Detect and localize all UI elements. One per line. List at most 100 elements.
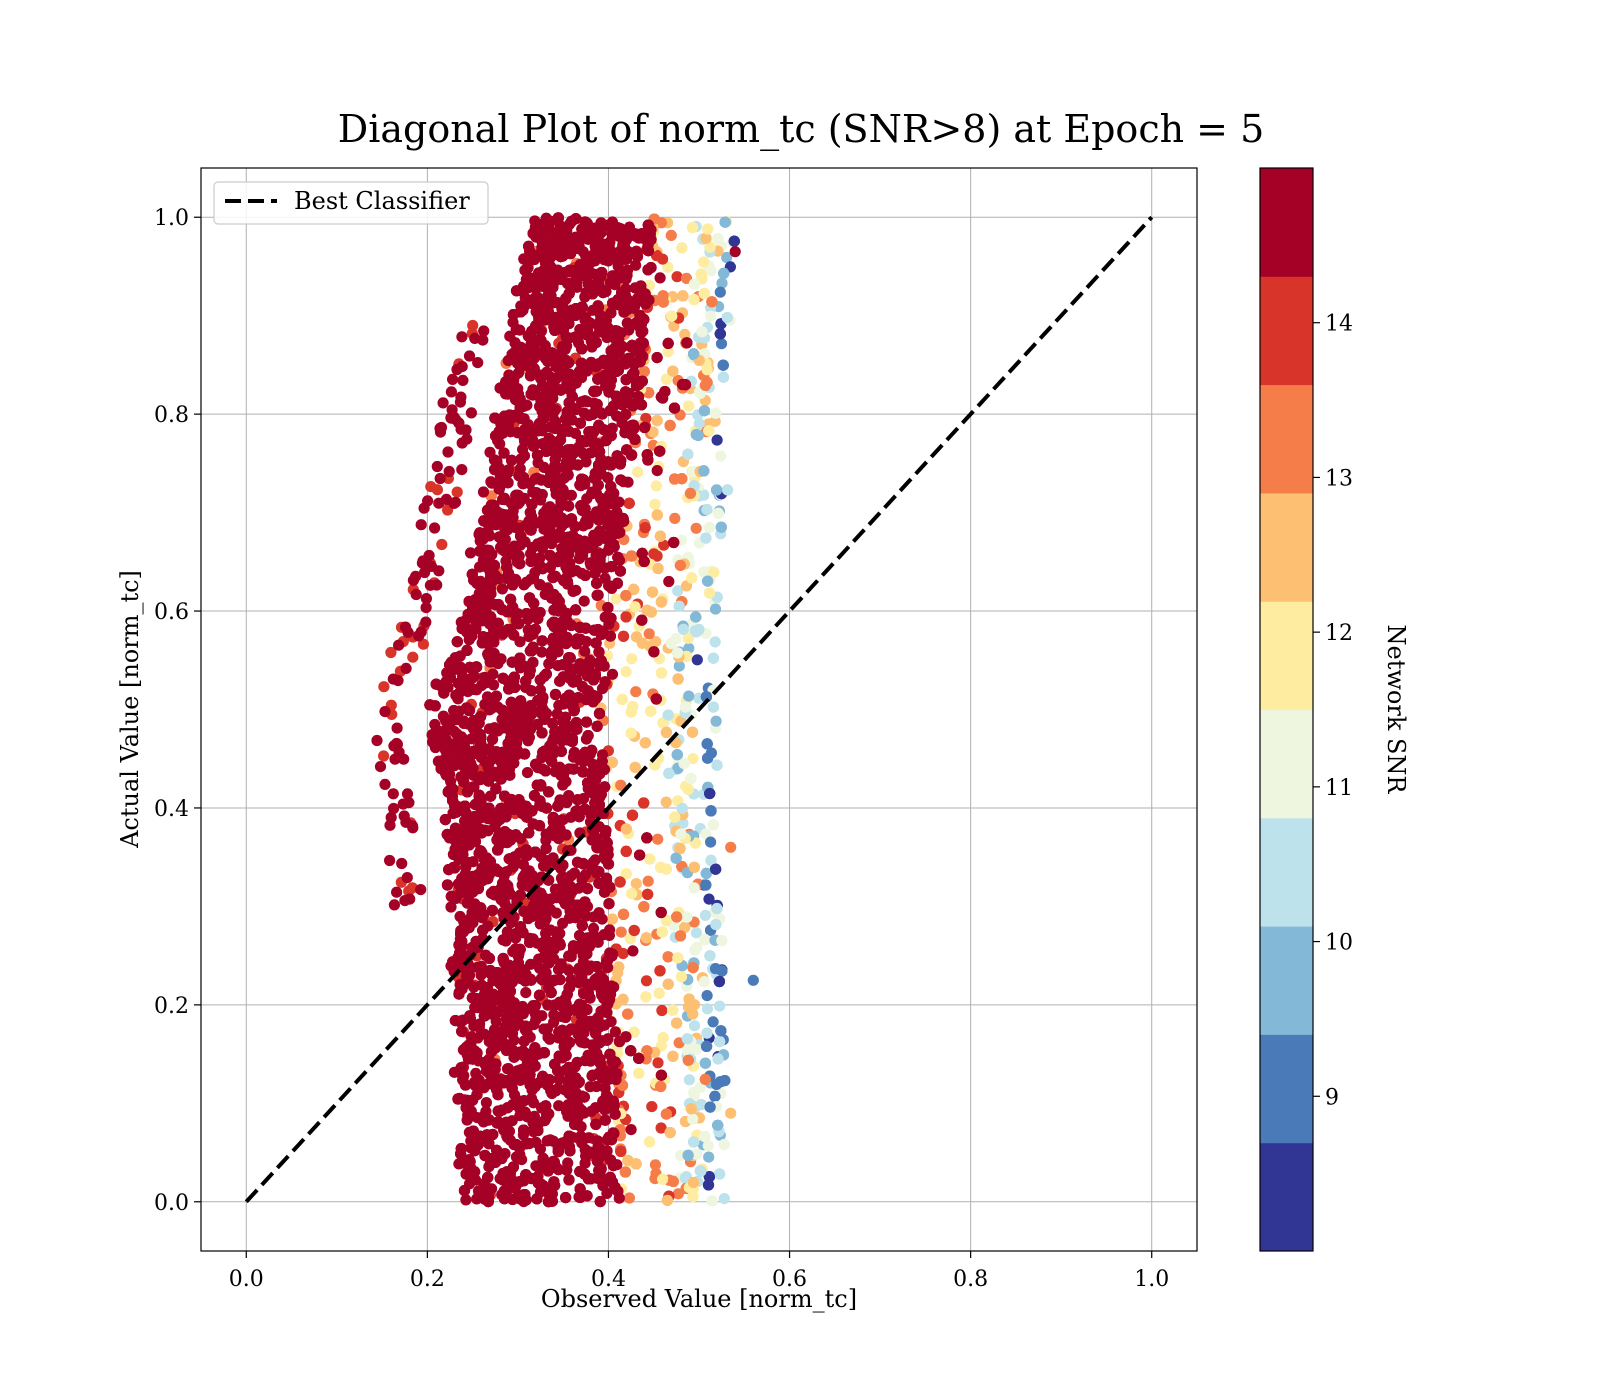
scatter-point xyxy=(687,1177,700,1189)
scatter-point xyxy=(647,426,659,438)
scatter-point xyxy=(669,811,681,823)
scatter-point xyxy=(661,1194,674,1206)
scatter-point xyxy=(464,547,477,559)
scatter-point xyxy=(652,833,664,845)
scatter-point xyxy=(651,465,663,477)
scatter-point xyxy=(677,817,689,829)
scatter-point xyxy=(628,583,640,596)
scatter-point xyxy=(651,509,663,521)
scatter-point xyxy=(451,486,463,498)
scatter-point xyxy=(407,651,419,663)
scatter-point xyxy=(660,373,673,385)
scatter-point xyxy=(645,606,657,618)
scatter-point xyxy=(523,631,535,643)
scatter-point xyxy=(385,646,397,659)
scatter-point xyxy=(662,978,674,990)
scatter-point xyxy=(662,346,674,358)
scatter-point xyxy=(698,405,711,417)
scatter-point xyxy=(699,933,711,946)
scatter-point xyxy=(610,593,622,605)
scatter-point xyxy=(687,962,699,974)
scatter-point xyxy=(690,927,703,939)
scatter-point xyxy=(636,637,649,649)
scatter-point xyxy=(672,1188,684,1200)
scatter-point xyxy=(436,538,448,551)
scatter-point xyxy=(487,668,499,680)
scatter-point xyxy=(673,660,685,672)
scatter-point xyxy=(676,242,688,254)
scatter-point xyxy=(645,705,657,717)
scatter-point xyxy=(714,1036,726,1048)
scatter-point xyxy=(682,448,694,460)
scatter-point xyxy=(688,294,700,306)
scatter-point xyxy=(657,1032,669,1044)
scatter-point xyxy=(662,261,674,273)
scatter-point xyxy=(664,1127,676,1139)
scatter-point xyxy=(682,1045,694,1057)
scatter-point xyxy=(709,636,721,648)
scatter-point xyxy=(521,767,534,779)
scatter-point xyxy=(654,272,666,284)
scatter-point xyxy=(656,926,668,938)
scatter-point xyxy=(714,328,726,340)
scatter-point xyxy=(725,841,737,853)
scatter-point xyxy=(609,1026,622,1038)
scatter-point xyxy=(702,1140,714,1152)
scatter-point xyxy=(690,1043,702,1055)
chart-title: Diagonal Plot of norm_tc (SNR>8) at Epoc… xyxy=(338,107,1265,152)
scatter-point xyxy=(701,1040,713,1052)
scatter-point xyxy=(580,636,593,648)
scatter-point xyxy=(574,551,586,563)
scatter-point xyxy=(701,990,713,1002)
scatter-point xyxy=(688,1086,700,1098)
scatter-point xyxy=(680,272,693,284)
scatter-point xyxy=(657,290,669,302)
scatter-point xyxy=(665,637,677,650)
scatter-point xyxy=(714,1000,726,1012)
scatter-point xyxy=(663,767,675,780)
scatter-point xyxy=(686,726,699,738)
scatter-point xyxy=(638,365,650,378)
scatter-point xyxy=(711,759,723,771)
scatter-point xyxy=(471,684,483,696)
scatter-point xyxy=(716,277,728,289)
scatter-point xyxy=(616,693,628,706)
scatter-point xyxy=(642,875,654,887)
scatter-point xyxy=(712,1119,724,1131)
scatter-point xyxy=(698,287,710,300)
scatter-point xyxy=(707,701,720,713)
scatter-point xyxy=(615,474,627,486)
scatter-point xyxy=(671,271,683,283)
scatter-point xyxy=(614,876,626,888)
scatter-point xyxy=(672,673,684,685)
scatter-point xyxy=(682,1054,695,1066)
scatter-point xyxy=(700,532,712,544)
scatter-point xyxy=(690,611,702,623)
scatter-point xyxy=(656,1004,668,1017)
scatter-point xyxy=(578,595,590,607)
scatter-point xyxy=(683,993,695,1005)
scatter-point xyxy=(649,1159,662,1171)
scatter-point xyxy=(646,1101,658,1113)
scatter-point xyxy=(579,645,591,657)
scatter-point xyxy=(713,975,726,988)
scatter-point xyxy=(425,481,437,493)
scatter-point xyxy=(613,961,625,973)
scatter-point xyxy=(660,914,673,927)
scatter-point xyxy=(710,863,722,875)
scatter-point xyxy=(699,1073,712,1085)
scatter-point xyxy=(681,1033,694,1045)
scatter-point xyxy=(620,868,632,880)
scatter-point xyxy=(615,779,627,791)
scatter-point xyxy=(658,539,670,551)
scatter-point xyxy=(695,1165,707,1177)
scatter-point xyxy=(706,296,718,308)
scatter-point xyxy=(700,828,712,840)
scatter-point xyxy=(688,861,700,873)
scatter-point xyxy=(699,1057,712,1069)
scatter-point xyxy=(615,926,627,938)
scatter-point xyxy=(606,668,619,680)
scatter-point xyxy=(599,1082,611,1094)
scatter-point xyxy=(553,699,565,712)
scatter-point xyxy=(642,888,654,900)
